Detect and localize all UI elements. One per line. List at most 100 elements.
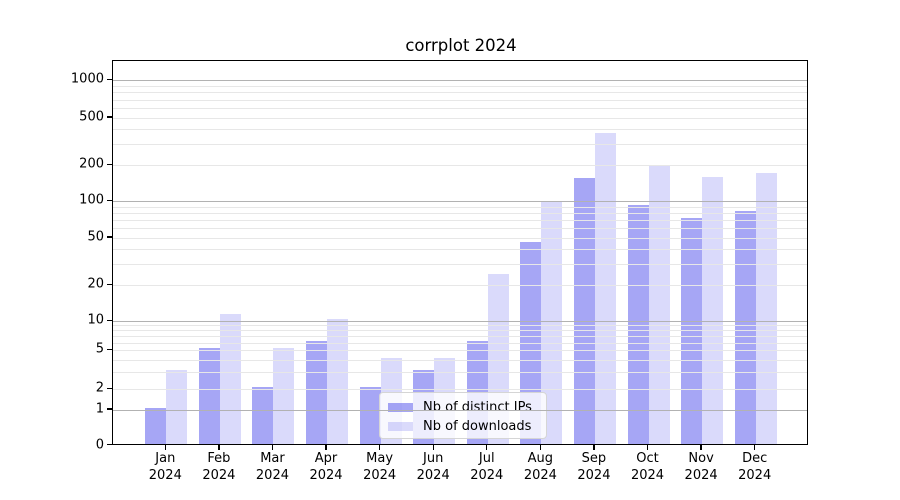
gridline-major (113, 409, 807, 411)
x-tick-year: 2024 (470, 467, 504, 483)
x-tick-month: Nov (688, 451, 714, 466)
y-tick-label: 200 (79, 156, 104, 172)
bar-distinct-ips (306, 340, 328, 444)
x-tick-mark (593, 445, 595, 450)
x-tick-month: Aug (527, 451, 554, 466)
y-tick-label: 2 (95, 380, 104, 396)
x-tick-mark (753, 445, 756, 450)
gridline-minor (113, 359, 807, 361)
y-tick-label: 500 (79, 109, 104, 125)
gridline-minor (113, 165, 807, 167)
y-tick-mark (107, 116, 112, 118)
x-tick-mark (218, 445, 220, 450)
legend-item: Nb of downloads (388, 417, 539, 436)
x-tick-mark (164, 445, 166, 450)
bar-downloads (219, 314, 241, 444)
gridline-minor (113, 107, 807, 109)
y-tick-label: 100 (79, 192, 104, 208)
x-tick-label: Aug 2024 (508, 451, 572, 484)
x-tick-month: Feb (207, 451, 231, 466)
x-tick-label: Jun 2024 (401, 451, 465, 484)
x-tick-year: 2024 (148, 467, 182, 483)
legend: Nb of distinct IPs Nb of downloads (379, 392, 547, 439)
bar-downloads (327, 319, 349, 444)
gridline-major (113, 321, 807, 322)
gridline-major (113, 201, 807, 203)
y-tick-mark (107, 163, 112, 166)
bar-distinct-ips (734, 211, 756, 444)
y-tick-mark (107, 444, 112, 446)
x-tick-label: Mar 2024 (240, 451, 304, 484)
x-tick-month: Apr (314, 451, 338, 466)
y-tick-mark (107, 78, 112, 81)
x-tick-label: Sep 2024 (562, 451, 626, 484)
gridline-minor (113, 342, 807, 344)
x-tick-mark (271, 445, 274, 450)
x-tick-year: 2024 (255, 467, 289, 483)
y-tick-mark (107, 236, 112, 238)
x-tick-month: Jul (478, 451, 495, 466)
legend-label: Nb of downloads (423, 419, 532, 434)
gridline-minor (113, 92, 807, 94)
gridline-minor (113, 144, 807, 146)
bar-downloads (755, 173, 777, 444)
x-tick-year: 2024 (738, 467, 772, 483)
x-tick-mark (646, 445, 649, 450)
gridline-minor (113, 220, 807, 222)
x-tick-mark (432, 445, 434, 450)
y-tick-mark (107, 348, 112, 351)
x-tick-month: Oct (636, 451, 659, 466)
x-tick-mark (486, 445, 488, 450)
y-tick-mark (107, 408, 112, 410)
legend-swatch-icon (388, 403, 413, 412)
x-tick-label: Apr 2024 (294, 451, 358, 484)
y-tick-mark (107, 387, 112, 390)
gridline-minor (113, 213, 807, 215)
gridline-minor (113, 389, 807, 391)
y-tick-label: 0 (95, 437, 104, 452)
plot-area: Nb of distinct IPs Nb of downloads (112, 60, 808, 445)
x-tick-year: 2024 (202, 467, 236, 483)
legend-label: Nb of distinct IPs (423, 400, 532, 415)
bar-downloads (702, 176, 724, 444)
x-tick-mark (539, 445, 542, 450)
x-tick-year: 2024 (630, 467, 665, 483)
bar-distinct-ips (252, 387, 274, 444)
y-tick-label: 1 (95, 401, 104, 417)
x-tick-label: Oct 2024 (616, 451, 680, 484)
gridline-minor (113, 117, 807, 119)
x-tick-mark (378, 445, 381, 450)
x-tick-year: 2024 (363, 467, 397, 483)
x-tick-mark (325, 445, 327, 450)
gridline-minor (113, 285, 807, 286)
x-tick-year: 2024 (684, 467, 718, 483)
x-tick-month: Mar (260, 451, 285, 466)
x-tick-year: 2024 (416, 467, 450, 483)
bar-downloads (541, 202, 563, 444)
x-tick-year: 2024 (577, 467, 611, 483)
gridline-minor (113, 350, 807, 352)
gridline-minor (113, 85, 807, 87)
gridline-minor (113, 249, 807, 251)
gridline-minor (113, 372, 807, 374)
x-tick-label: May 2024 (348, 451, 412, 484)
x-tick-year: 2024 (309, 467, 343, 483)
x-tick-mark (700, 445, 702, 450)
bar-distinct-ips (198, 348, 220, 444)
gridline-minor (113, 325, 807, 327)
gridline-minor (113, 129, 807, 131)
x-tick-month: Jun (423, 451, 444, 466)
chart-title: corrplot 2024 (405, 36, 517, 55)
y-tick-label: 1000 (70, 71, 104, 87)
bar-downloads (648, 165, 670, 444)
x-tick-label: Dec 2024 (723, 451, 787, 484)
bar-downloads (273, 348, 295, 444)
bar-downloads (594, 132, 616, 444)
gridline-minor (113, 99, 807, 101)
x-tick-month: Dec (742, 451, 768, 466)
bar-distinct-ips (145, 407, 167, 444)
y-tick-label: 50 (87, 229, 104, 245)
y-tick-label: 20 (87, 276, 104, 292)
bar-distinct-ips (627, 204, 649, 444)
gridline-major (113, 80, 807, 82)
